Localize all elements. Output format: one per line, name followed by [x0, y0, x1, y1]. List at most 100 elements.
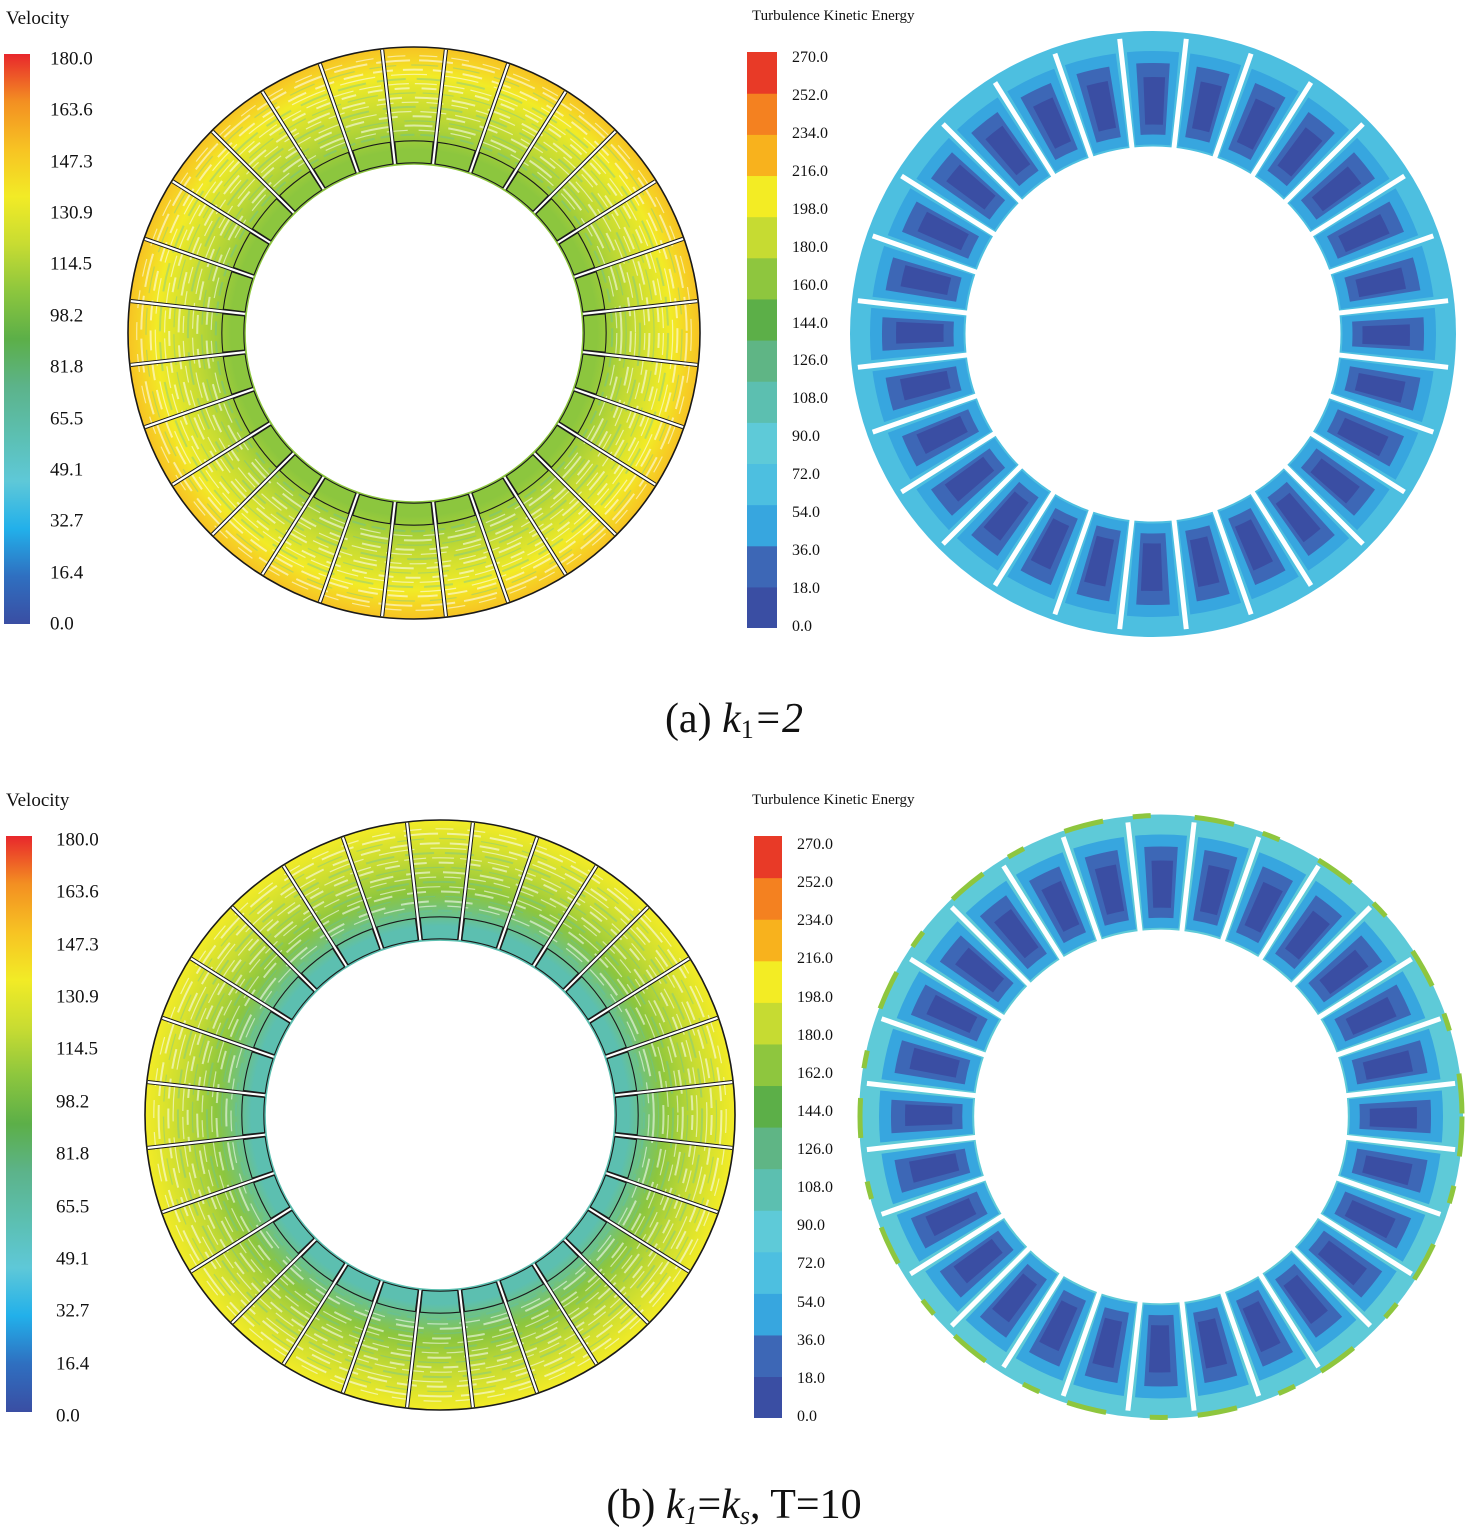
tke-colorbar-band — [747, 545, 777, 588]
vane-passage — [242, 1136, 274, 1179]
tke-tick-label: 198.0 — [797, 988, 833, 1006]
vane-passage — [535, 197, 577, 242]
streak — [191, 110, 637, 556]
streak — [168, 87, 660, 579]
vane-gap — [172, 422, 271, 486]
passage-core — [1030, 518, 1070, 570]
caption-a-prefix: (a) — [664, 696, 723, 742]
vane-gap — [557, 422, 656, 486]
tke-tick-label: 108.0 — [792, 390, 828, 408]
tke-colorbar-band — [754, 836, 782, 879]
caption-b-sub: 1 — [684, 1501, 698, 1530]
tke-colorbar-band — [747, 340, 777, 382]
caption-b-sub2: s — [739, 1501, 750, 1530]
caption-b-var: k — [665, 1482, 685, 1528]
tke-tick-label: 36.0 — [797, 1331, 825, 1349]
vane-passage — [242, 1051, 274, 1094]
vane-gap — [406, 1289, 422, 1408]
vane-passage — [221, 313, 246, 353]
streak — [205, 880, 675, 1350]
streak — [201, 120, 627, 546]
vane-passage — [252, 1010, 291, 1056]
streak — [157, 832, 723, 1398]
passage-core — [1236, 98, 1276, 150]
passage-core — [1084, 535, 1114, 587]
vane-passages — [221, 140, 607, 526]
streak — [230, 905, 650, 1325]
vane-gap — [172, 180, 271, 244]
vane-gap — [1060, 836, 1103, 943]
vane-gap — [1337, 298, 1449, 316]
vane-gaps — [866, 822, 1456, 1411]
streak — [214, 133, 614, 533]
vane-gaps — [130, 49, 698, 617]
vane-gap — [282, 1263, 348, 1365]
vane-passage — [565, 1209, 608, 1255]
vane-gap — [1344, 1080, 1456, 1099]
vane-passage — [589, 1174, 628, 1220]
caption-b-equals: = — [697, 1482, 722, 1528]
vane-gap — [503, 476, 567, 575]
tke-tick-label: 144.0 — [792, 314, 828, 332]
vane-passage — [272, 975, 315, 1021]
tke-tick-label: 72.0 — [797, 1255, 825, 1273]
passage-core — [1244, 881, 1283, 933]
vane-gap — [1179, 1299, 1197, 1411]
vane-passage — [251, 424, 293, 469]
vane-passages — [241, 916, 639, 1314]
vane-passage — [376, 917, 419, 949]
vane-passage — [394, 140, 434, 165]
velocity-tick-label: 16.4 — [50, 562, 84, 584]
vane-passage — [461, 917, 504, 949]
vane-gap — [1334, 1175, 1442, 1217]
streak — [196, 115, 632, 551]
vane-gap — [458, 822, 474, 941]
velocity-contour-ring — [127, 46, 701, 620]
vane-gap — [318, 493, 359, 603]
tke-tick-label: 216.0 — [797, 950, 833, 968]
vane-gap — [992, 81, 1057, 179]
vane-gap — [318, 63, 359, 173]
vane-gap — [190, 957, 292, 1023]
velocity-colorbar-gradient — [6, 836, 32, 1412]
passage-core — [916, 415, 968, 454]
passage-core — [1362, 324, 1410, 347]
streak — [176, 851, 704, 1379]
vane-passage — [300, 947, 346, 990]
caption-a-sub: 1 — [740, 715, 754, 744]
tke-colorbar-title: Turbulence Kinetic Energy — [752, 792, 915, 808]
velocity-tick-label: 163.6 — [50, 99, 93, 121]
vane-gap — [909, 1212, 1006, 1277]
vane-gap — [144, 237, 254, 278]
vane-gap — [557, 180, 656, 244]
vane-passage — [582, 313, 607, 353]
vane-gap — [341, 1280, 383, 1393]
passage-core — [1362, 1155, 1413, 1186]
vane-gap — [866, 1134, 978, 1153]
tke-colorbar-band — [747, 422, 777, 465]
vane-gap — [1052, 508, 1095, 616]
vane-gap — [880, 1175, 988, 1217]
vane-gap — [866, 1080, 978, 1099]
velocity-tick-label: 130.9 — [56, 986, 99, 1008]
passage-core — [1086, 81, 1117, 132]
tke-colorbar — [747, 52, 777, 628]
streak — [205, 124, 623, 542]
tke-tick-label: 126.0 — [797, 1141, 833, 1159]
tke-colorbar-band — [747, 93, 777, 135]
vane-gap — [1179, 822, 1197, 934]
passage-core — [983, 491, 1029, 541]
streak — [182, 857, 698, 1373]
vane-gap — [941, 122, 1024, 205]
vane-gap — [497, 837, 539, 950]
streak — [211, 886, 669, 1344]
velocity-tick-label: 180.0 — [56, 829, 99, 851]
velocity-tick-label: 49.1 — [56, 1248, 90, 1270]
passage-core — [1092, 1317, 1123, 1368]
tke-tick-label: 162.0 — [797, 1064, 833, 1082]
vane-gap — [341, 837, 383, 950]
streak — [186, 861, 694, 1369]
vane-gap — [147, 1133, 266, 1149]
velocity-tick-label: 98.2 — [50, 305, 84, 327]
velocity-tick-label: 81.8 — [50, 356, 84, 378]
